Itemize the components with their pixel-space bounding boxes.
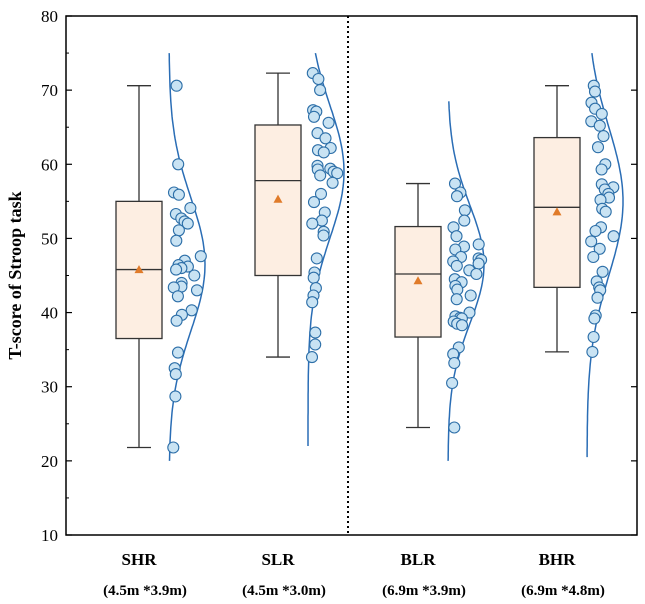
data-point — [171, 290, 184, 303]
data-point — [446, 376, 459, 390]
data-point — [597, 130, 610, 143]
data-point — [595, 107, 608, 120]
data-point — [306, 217, 319, 230]
y-tick-label: 50 — [41, 229, 58, 248]
data-point — [190, 284, 204, 297]
x-category-label: SHR — [122, 550, 158, 569]
data-point — [450, 230, 463, 243]
density-curve — [447, 101, 485, 461]
data-point — [172, 224, 185, 237]
data-point — [170, 234, 183, 247]
data-point — [588, 312, 601, 325]
data-point — [448, 356, 461, 370]
data-point — [172, 158, 185, 171]
y-tick-label: 40 — [41, 304, 58, 323]
data-point — [314, 187, 328, 200]
data-point — [585, 235, 598, 248]
x-category-label: SLR — [261, 550, 295, 569]
data-point — [607, 230, 620, 243]
y-tick-label: 80 — [41, 7, 58, 26]
box-bhr — [533, 136, 581, 289]
y-tick-label: 70 — [41, 81, 58, 100]
data-point — [595, 163, 608, 176]
data-point — [586, 345, 599, 358]
data-point — [593, 242, 606, 255]
x-category-sublabel: (6.9m *4.8m) — [521, 583, 605, 599]
data-point — [184, 201, 197, 215]
mean-marker — [134, 265, 144, 274]
data-point — [188, 269, 201, 282]
x-category-sublabel: (4.5m *3.9m) — [103, 583, 187, 599]
data-point — [450, 190, 464, 203]
data-point — [312, 72, 325, 86]
data-point — [170, 263, 183, 276]
data-point — [306, 296, 319, 309]
density-curve — [307, 52, 345, 446]
data-point — [448, 177, 462, 190]
x-category-sublabel: (6.9m *3.9m) — [382, 583, 466, 599]
data-point — [455, 319, 469, 332]
data-point — [169, 390, 182, 403]
data-point — [181, 217, 194, 230]
data-point — [588, 85, 602, 98]
data-point — [322, 116, 335, 129]
data-point — [167, 441, 180, 454]
x-category-label: BLR — [401, 550, 437, 569]
data-point — [307, 271, 320, 284]
mean-marker — [273, 194, 283, 203]
data-point — [472, 257, 485, 270]
mean-marker — [552, 207, 562, 216]
data-point — [470, 267, 483, 281]
data-point — [172, 188, 185, 201]
data-point — [314, 84, 327, 97]
data-point — [317, 229, 330, 242]
data-point — [310, 252, 323, 265]
data-point — [326, 176, 339, 189]
data-point — [307, 110, 321, 123]
data-point — [319, 132, 332, 145]
data-point — [309, 338, 322, 351]
data-point — [314, 169, 327, 182]
data-point — [593, 119, 606, 132]
data-point — [589, 224, 602, 238]
data-point — [587, 250, 600, 264]
data-point — [448, 421, 461, 434]
y-tick-label: 60 — [41, 155, 58, 174]
x-category-label: BHR — [539, 550, 577, 569]
mean-marker — [413, 276, 423, 285]
data-point — [591, 141, 605, 154]
data-point — [458, 204, 471, 217]
data-point — [331, 167, 344, 180]
x-category-sublabel: (4.5m *3.0m) — [242, 583, 326, 599]
data-point — [309, 326, 322, 339]
data-point — [307, 196, 321, 209]
y-tick-label: 20 — [41, 452, 58, 471]
data-point — [171, 346, 185, 359]
data-point — [185, 304, 198, 317]
density-curve — [586, 52, 624, 458]
data-point — [317, 146, 330, 159]
data-point — [587, 330, 600, 344]
data-point — [472, 238, 485, 251]
data-point — [464, 289, 477, 302]
y-tick-label: 30 — [41, 378, 58, 397]
data-point — [450, 259, 463, 272]
data-point — [591, 291, 604, 304]
data-point — [450, 293, 463, 306]
y-tick-label: 10 — [41, 526, 58, 545]
y-axis-title: T-score of Stroop task — [5, 191, 25, 359]
data-point — [169, 368, 182, 381]
data-point — [458, 214, 471, 227]
data-point — [305, 351, 319, 364]
data-point — [194, 250, 207, 263]
data-point — [170, 79, 183, 92]
data-point — [599, 205, 612, 218]
data-point — [170, 314, 183, 327]
data-point — [596, 265, 609, 278]
